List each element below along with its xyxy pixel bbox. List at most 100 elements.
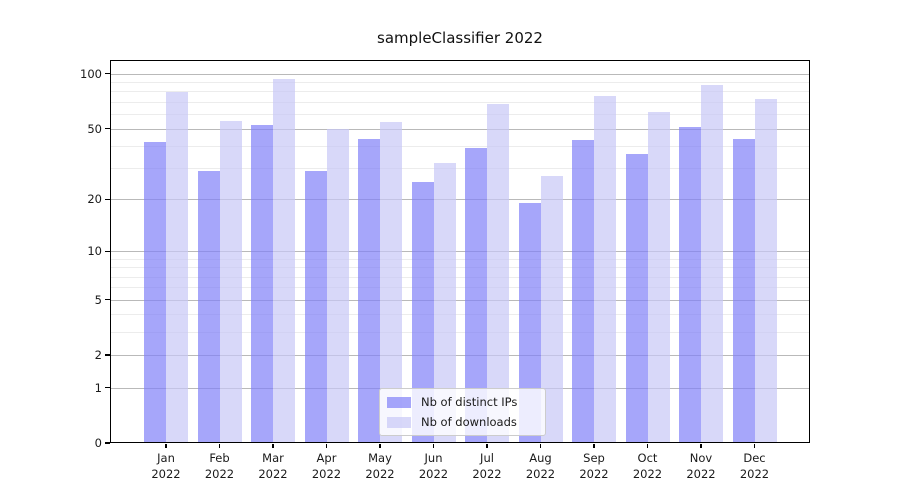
x-tick-label-month-jul: Jul xyxy=(480,451,494,465)
gridline-major-20 xyxy=(110,199,810,201)
bar-distinct-ips-dec xyxy=(732,138,755,443)
x-tick-label-year-nov: 2022 xyxy=(686,467,716,481)
gridline-major-10 xyxy=(110,251,810,253)
gridline-major-100 xyxy=(110,73,810,75)
x-tick-label-month-nov: Nov xyxy=(689,451,713,465)
x-tick-label-year-may: 2022 xyxy=(365,467,395,481)
bar-downloads-aug xyxy=(540,176,563,443)
x-tick-label-month-aug: Aug xyxy=(529,451,552,465)
x-tick-mark-apr xyxy=(325,443,328,448)
x-tick-mark-oct xyxy=(646,443,649,448)
x-tick-label-month-sep: Sep xyxy=(583,451,605,465)
y-tick-mark-1 xyxy=(104,386,110,389)
y-tick-label-2: 2 xyxy=(94,348,102,363)
bar-downloads-jan xyxy=(166,92,188,443)
gridline-minor-7 xyxy=(110,276,810,278)
x-tick-mark-aug xyxy=(539,443,542,448)
y-tick-mark-2 xyxy=(104,354,110,356)
gridline-minor-80 xyxy=(110,91,810,93)
x-tick-label-year-oct: 2022 xyxy=(632,467,663,481)
y-tick-label-5: 5 xyxy=(94,292,102,307)
x-tick-label-month-may: May xyxy=(368,451,392,465)
bar-distinct-ips-nov xyxy=(679,126,701,443)
y-tick-label-0: 0 xyxy=(94,436,102,450)
x-tick-label-year-jan: 2022 xyxy=(151,467,181,481)
bar-downloads-dec xyxy=(754,98,777,443)
bar-distinct-ips-oct xyxy=(625,154,648,443)
bar-distinct-ips-apr xyxy=(304,170,327,443)
bar-downloads-feb xyxy=(219,121,242,443)
x-tick-mark-nov xyxy=(700,443,702,448)
x-tick-label-month-jun: Jun xyxy=(424,451,443,465)
x-tick-label-year-aug: 2022 xyxy=(525,467,556,481)
x-tick-mark-mar xyxy=(272,443,274,448)
gridline-minor-3 xyxy=(110,332,810,334)
plot-area xyxy=(110,60,810,443)
x-tick-label-year-jul: 2022 xyxy=(472,467,502,481)
bar-downloads-may xyxy=(380,122,402,443)
x-tick-mark-jan xyxy=(165,443,167,448)
y-tick-label-20: 20 xyxy=(87,192,102,207)
gridline-minor-9 xyxy=(110,258,810,260)
bar-downloads-mar xyxy=(273,78,295,443)
x-tick-label-year-sep: 2022 xyxy=(579,467,609,481)
x-tick-label-month-oct: Oct xyxy=(637,451,658,465)
bar-distinct-ips-may xyxy=(358,138,380,443)
gridline-major-5 xyxy=(110,299,810,301)
gridline-minor-6 xyxy=(110,287,810,289)
x-tick-mark-feb xyxy=(218,443,221,448)
y-tick-mark-100 xyxy=(104,73,110,75)
y-tick-mark-50 xyxy=(104,127,110,130)
bar-downloads-apr xyxy=(326,128,349,443)
y-tick-label-50: 50 xyxy=(87,121,102,136)
y-tick-label-100: 100 xyxy=(80,66,102,81)
x-tick-label-month-feb: Feb xyxy=(209,451,230,465)
gridline-minor-4 xyxy=(110,314,810,316)
legend-item-distinct-ips: Nb of distinct IPs xyxy=(387,395,545,409)
bar-distinct-ips-mar xyxy=(251,125,273,443)
legend-swatch-distinct-ips xyxy=(387,396,411,408)
legend-item-downloads: Nb of downloads xyxy=(387,415,545,429)
y-tick-mark-10 xyxy=(104,250,110,252)
bar-downloads-oct xyxy=(647,111,670,443)
legend-label-downloads: Nb of downloads xyxy=(421,415,517,429)
x-tick-mark-may xyxy=(379,443,381,448)
gridline-minor-30 xyxy=(110,168,810,170)
x-tick-mark-jun xyxy=(432,443,435,448)
x-tick-label-year-jun: 2022 xyxy=(418,467,449,481)
x-tick-label-year-dec: 2022 xyxy=(739,467,770,481)
y-tick-mark-0 xyxy=(104,442,110,444)
legend-label-distinct-ips: Nb of distinct IPs xyxy=(421,395,518,409)
chart-title: sampleClassifier 2022 xyxy=(377,29,543,47)
bar-distinct-ips-feb xyxy=(197,170,220,443)
x-tick-label-year-apr: 2022 xyxy=(311,467,342,481)
x-tick-label-month-mar: Mar xyxy=(262,451,284,465)
gridline-minor-8 xyxy=(110,267,810,269)
gridline-minor-60 xyxy=(110,114,810,116)
bar-distinct-ips-jul xyxy=(465,147,487,443)
x-tick-label-month-dec: Dec xyxy=(743,451,766,465)
x-tick-label-month-apr: Apr xyxy=(316,451,337,465)
gridline-major-2 xyxy=(110,355,810,357)
bar-downloads-jun xyxy=(433,163,456,443)
bar-downloads-nov xyxy=(701,84,723,443)
gridline-major-50 xyxy=(110,128,810,130)
x-tick-label-year-feb: 2022 xyxy=(204,467,235,481)
gridline-minor-40 xyxy=(110,145,810,147)
x-tick-label-month-jan: Jan xyxy=(157,451,175,465)
gridline-minor-70 xyxy=(110,102,810,103)
bar-distinct-ips-jan xyxy=(144,142,166,443)
bar-distinct-ips-aug xyxy=(518,203,541,443)
x-tick-mark-dec xyxy=(753,443,756,448)
y-tick-mark-20 xyxy=(104,198,110,201)
x-tick-label-year-mar: 2022 xyxy=(258,467,288,481)
bars-layer xyxy=(110,60,810,443)
y-tick-label-10: 10 xyxy=(87,244,102,259)
x-tick-mark-jul xyxy=(486,443,488,448)
bar-distinct-ips-jun xyxy=(411,182,434,443)
legend: Nb of distinct IPs Nb of downloads xyxy=(379,388,546,436)
gridline-minor-90 xyxy=(110,82,810,84)
bar-downloads-jul xyxy=(487,104,509,443)
bar-distinct-ips-sep xyxy=(572,140,594,443)
